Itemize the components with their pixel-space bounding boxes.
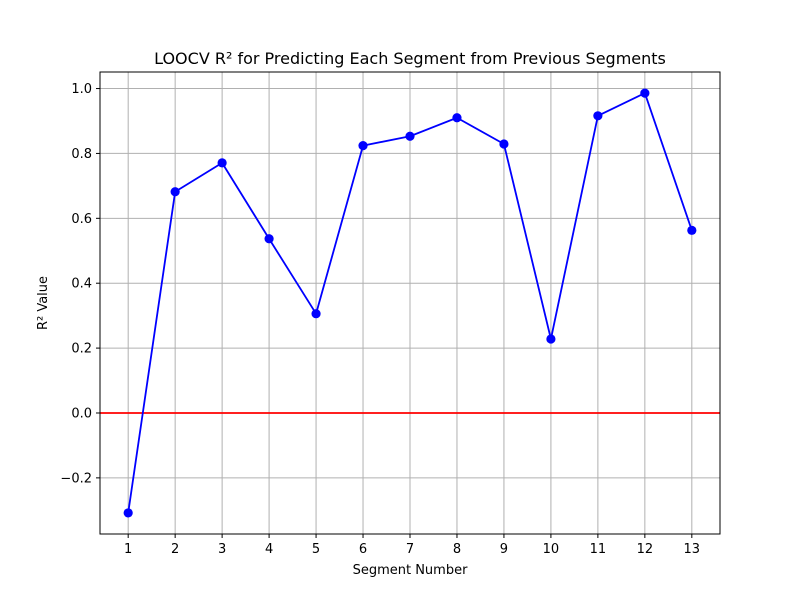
data-point [593,111,603,121]
data-point [499,139,509,149]
x-tick-label: 5 [312,542,320,557]
x-tick-label: 9 [500,542,508,557]
x-tick-label: 12 [637,542,654,557]
y-axis-label: R² Value [36,276,51,330]
chart-title: LOOCV R² for Predicting Each Segment fro… [154,49,666,68]
y-tick-label: 1.0 [71,82,92,97]
series-layer [123,88,697,518]
x-tick-label: 11 [590,542,607,557]
y-tick-label: −0.2 [60,471,92,486]
y-tick-label: 0.8 [71,147,92,162]
x-axis-label: Segment Number [353,563,469,578]
ticks-layer: 1 2 3 4 5 6 7 8 9 10 11 12 13−0.20.00.20.40.60.81.0 [60,82,700,557]
x-tick-label: 3 [218,542,226,557]
x-tick-label: 2 [171,542,179,557]
data-point [452,113,462,123]
y-tick-label: 0.4 [71,277,92,292]
data-point [546,334,556,344]
data-point [640,88,650,98]
data-point [123,508,133,518]
y-tick-label: 0.0 [71,406,92,421]
data-point [687,225,697,235]
x-tick-label: 6 [359,542,367,557]
grid-layer [100,72,720,534]
x-tick-label: 8 [453,542,461,557]
x-tick-label: 10 [543,542,560,557]
data-point [311,309,321,319]
x-tick-label: 7 [406,542,414,557]
data-point [264,234,274,244]
data-point [170,187,180,197]
data-point [358,141,368,151]
data-point [217,158,227,168]
y-tick-label: 0.6 [71,212,92,227]
y-tick-label: 0.2 [71,342,92,357]
x-tick-label: 4 [265,542,273,557]
x-tick-label: 1 [124,542,132,557]
x-tick-label: 13 [684,542,701,557]
data-point [405,131,415,141]
